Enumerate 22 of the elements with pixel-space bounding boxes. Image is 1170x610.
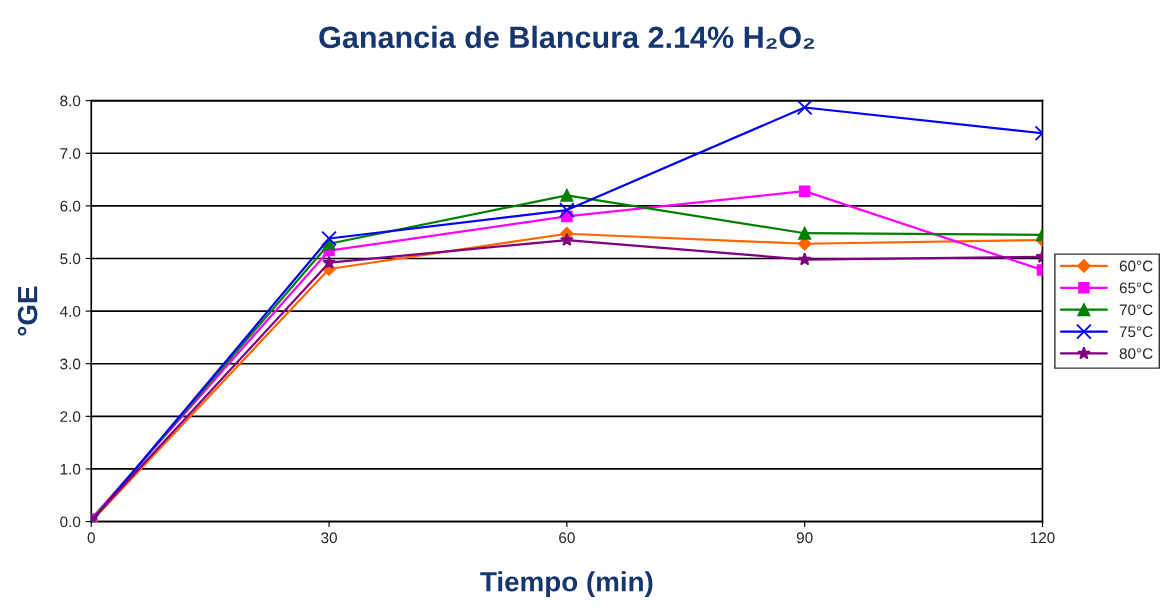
chart-title: Ganancia de Blancura 2.14% H₂O₂ [319, 25, 815, 49]
y-tick-label: 1.0 [60, 463, 81, 475]
legend-label: 80°C [1119, 348, 1153, 359]
x-tick-label: 0 [87, 532, 95, 544]
y-tick-label: 0.0 [60, 516, 81, 528]
y-tick-label: 8.0 [60, 95, 81, 107]
y-tick-label: 7.0 [60, 148, 81, 159]
y-tick-label: 2.0 [60, 411, 81, 423]
legend-label: 75°C [1119, 326, 1153, 338]
x-axis-title: Tiempo (min) [480, 571, 653, 598]
y-tick-label: 4.0 [59, 305, 81, 317]
legend-label: 65°C [1119, 282, 1153, 294]
y-axis-title: °GE [17, 286, 38, 336]
legend-label: 70°C [1119, 304, 1153, 316]
legend-label: 60°C [1119, 260, 1153, 272]
y-tick-label: 5.0 [60, 253, 81, 265]
y-tick-label: 3.0 [60, 358, 81, 370]
x-tick-label: 120 [1030, 532, 1055, 544]
y-tick-label: 6.0 [60, 200, 81, 212]
x-tick-label: 90 [796, 532, 813, 544]
x-tick-label: 60 [559, 532, 575, 544]
x-tick-label: 30 [321, 532, 337, 544]
